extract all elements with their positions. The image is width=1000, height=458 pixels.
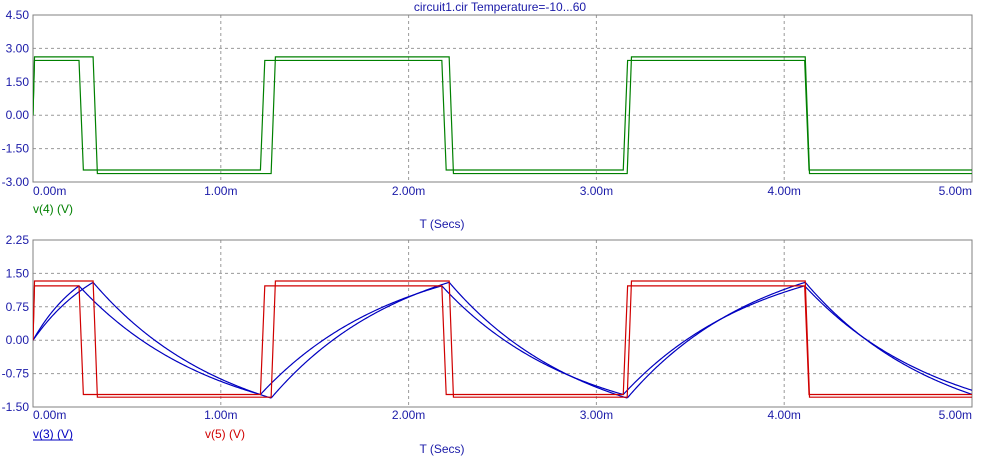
plot-frame (32, 14, 973, 183)
bottom-panel-v3-v5: 2.25 1.50 0.75 0.00 -0.75 -1.500.00m 1.00m 2.00… (2, 233, 973, 456)
y-tick-label: -3.00 (2, 175, 30, 189)
x-tick-label: 1.00m (204, 408, 237, 422)
y-tick-label: -1.50 (2, 400, 30, 414)
x-tick-label: 3.00m (580, 184, 613, 198)
x-tick-label: 2.00m (392, 184, 425, 198)
x-tick-label: 4.00m (768, 184, 801, 198)
series-line-v-4-v- (33, 56, 972, 175)
y-tick-label: -1.50 (2, 142, 30, 156)
x-axis-title: T (Secs) (419, 217, 464, 231)
legend-entry: v(5) (V) (205, 427, 245, 441)
x-tick-label: 5.00m (939, 184, 972, 198)
plot-frame (32, 239, 973, 408)
legend-entry: v(4) (V) (33, 202, 73, 216)
y-tick-label: 0.00 (6, 108, 30, 122)
x-tick-label: 0.00m (33, 408, 66, 422)
y-tick-label: 2.25 (6, 233, 30, 247)
legend-entry: v(3) (V) (33, 427, 73, 441)
x-tick-label: 1.00m (204, 184, 237, 198)
chart-title: circuit1.cir Temperature=-10...60 (414, 0, 587, 14)
top-panel-v4: 4.50 3.00 1.50 0.00 -1.50 -3.000.00m 1.00m 2.00… (2, 8, 973, 231)
x-tick-label: 5.00m (939, 408, 972, 422)
x-tick-label: 3.00m (580, 408, 613, 422)
series-group (33, 280, 972, 399)
y-tick-label: 1.50 (6, 75, 30, 89)
series-line-trace-3 (33, 285, 972, 396)
series-line-v-5-v- (33, 280, 972, 398)
series-line-trace-1 (33, 285, 972, 396)
series-line-v-3-v- (33, 281, 972, 399)
x-tick-label: 4.00m (768, 408, 801, 422)
x-axis-title: T (Secs) (419, 442, 464, 456)
y-tick-label: 0.00 (6, 333, 30, 347)
x-tick-label: 2.00m (392, 408, 425, 422)
y-tick-label: 3.00 (6, 41, 30, 55)
y-tick-label: 0.75 (6, 300, 30, 314)
y-tick-label: 4.50 (6, 8, 30, 22)
x-tick-label: 0.00m (33, 184, 66, 198)
series-line-trace-1 (33, 59, 972, 171)
series-group (33, 56, 972, 175)
y-tick-label: 1.50 (6, 266, 30, 280)
y-tick-label: -0.75 (2, 367, 30, 381)
